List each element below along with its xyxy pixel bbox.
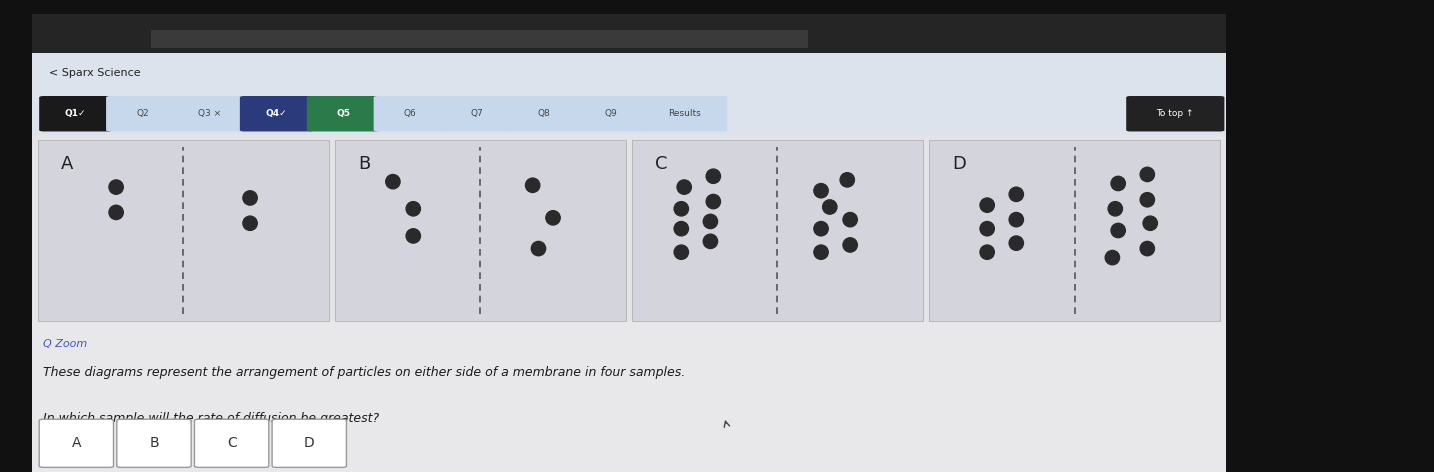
Text: < Sparx Science: < Sparx Science bbox=[49, 67, 141, 77]
Ellipse shape bbox=[1140, 241, 1154, 256]
Ellipse shape bbox=[1106, 251, 1120, 265]
Bar bbox=[334, 140, 625, 321]
Ellipse shape bbox=[706, 194, 720, 209]
Ellipse shape bbox=[706, 169, 720, 184]
Ellipse shape bbox=[1140, 193, 1154, 207]
Ellipse shape bbox=[1111, 223, 1126, 238]
Text: Q1✓: Q1✓ bbox=[65, 109, 86, 118]
Ellipse shape bbox=[674, 221, 688, 236]
Bar bbox=[929, 140, 1220, 321]
Ellipse shape bbox=[1010, 236, 1024, 250]
Bar bbox=[32, 53, 1226, 92]
Bar bbox=[32, 321, 1226, 472]
Text: C: C bbox=[655, 154, 668, 173]
Text: These diagrams represent the arrangement of particles on either side of a membra: These diagrams represent the arrangement… bbox=[43, 366, 685, 379]
Text: Q6: Q6 bbox=[404, 109, 417, 118]
Ellipse shape bbox=[109, 205, 123, 219]
Text: Q7: Q7 bbox=[470, 109, 483, 118]
Ellipse shape bbox=[823, 200, 837, 214]
Text: Q5: Q5 bbox=[337, 109, 350, 118]
Ellipse shape bbox=[840, 173, 855, 187]
Ellipse shape bbox=[674, 202, 688, 216]
Text: Q2: Q2 bbox=[136, 109, 149, 118]
Text: Q8: Q8 bbox=[538, 109, 551, 118]
Ellipse shape bbox=[406, 202, 420, 216]
Text: A: A bbox=[60, 154, 73, 173]
FancyBboxPatch shape bbox=[116, 419, 191, 467]
Ellipse shape bbox=[525, 178, 539, 193]
FancyBboxPatch shape bbox=[641, 96, 727, 132]
Text: Q9: Q9 bbox=[605, 109, 617, 118]
FancyBboxPatch shape bbox=[39, 419, 113, 467]
Ellipse shape bbox=[546, 211, 561, 225]
Ellipse shape bbox=[674, 245, 688, 259]
FancyBboxPatch shape bbox=[1126, 96, 1225, 132]
Bar bbox=[32, 14, 1226, 53]
Text: Q4✓: Q4✓ bbox=[265, 109, 287, 118]
Ellipse shape bbox=[1108, 202, 1123, 216]
Ellipse shape bbox=[677, 180, 691, 194]
FancyBboxPatch shape bbox=[106, 96, 179, 132]
Ellipse shape bbox=[703, 234, 717, 249]
Bar bbox=[32, 14, 1226, 472]
Ellipse shape bbox=[1010, 212, 1024, 227]
Text: In which sample will the rate of diffusion be greatest?: In which sample will the rate of diffusi… bbox=[43, 412, 380, 425]
FancyBboxPatch shape bbox=[195, 419, 268, 467]
Ellipse shape bbox=[1143, 216, 1157, 230]
Text: To top ↑: To top ↑ bbox=[1157, 109, 1195, 118]
Text: Q3 ×: Q3 × bbox=[198, 109, 221, 118]
FancyBboxPatch shape bbox=[272, 419, 347, 467]
FancyBboxPatch shape bbox=[239, 96, 313, 132]
Text: A: A bbox=[72, 436, 82, 450]
Ellipse shape bbox=[815, 221, 829, 236]
Text: B: B bbox=[358, 154, 370, 173]
Ellipse shape bbox=[843, 212, 858, 227]
Ellipse shape bbox=[406, 229, 420, 243]
Ellipse shape bbox=[109, 180, 123, 194]
Ellipse shape bbox=[979, 198, 994, 212]
Ellipse shape bbox=[843, 238, 858, 252]
Ellipse shape bbox=[979, 245, 994, 259]
Bar bbox=[37, 140, 328, 321]
Bar bbox=[32, 92, 1226, 135]
Ellipse shape bbox=[815, 245, 829, 259]
Text: C: C bbox=[227, 436, 237, 450]
FancyBboxPatch shape bbox=[307, 96, 380, 132]
Text: D: D bbox=[952, 154, 967, 173]
Text: B: B bbox=[149, 436, 159, 450]
Ellipse shape bbox=[815, 184, 829, 198]
Ellipse shape bbox=[532, 241, 546, 256]
FancyBboxPatch shape bbox=[39, 96, 112, 132]
Text: Q Zoom: Q Zoom bbox=[43, 339, 87, 349]
Bar bbox=[632, 140, 923, 321]
FancyBboxPatch shape bbox=[174, 96, 247, 132]
Ellipse shape bbox=[1010, 187, 1024, 202]
FancyBboxPatch shape bbox=[575, 96, 647, 132]
Bar bbox=[151, 30, 807, 49]
FancyBboxPatch shape bbox=[440, 96, 513, 132]
Text: D: D bbox=[304, 436, 314, 450]
FancyBboxPatch shape bbox=[374, 96, 447, 132]
Ellipse shape bbox=[703, 214, 717, 228]
Ellipse shape bbox=[979, 221, 994, 236]
Text: Results: Results bbox=[668, 109, 701, 118]
FancyBboxPatch shape bbox=[508, 96, 581, 132]
Ellipse shape bbox=[1111, 177, 1126, 191]
Ellipse shape bbox=[242, 216, 257, 230]
Ellipse shape bbox=[1140, 167, 1154, 182]
Ellipse shape bbox=[386, 175, 400, 189]
Ellipse shape bbox=[242, 191, 257, 205]
